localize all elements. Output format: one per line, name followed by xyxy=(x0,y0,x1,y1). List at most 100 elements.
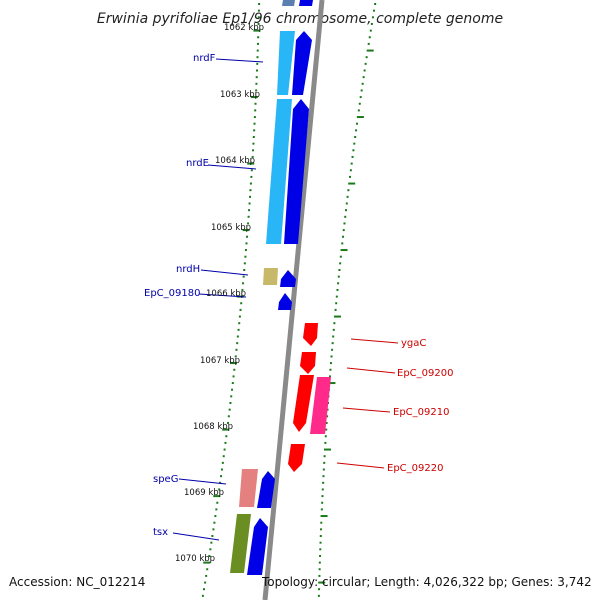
feature-ring-tick xyxy=(354,136,357,138)
gene-label-tsx[interactable]: tsx xyxy=(153,527,168,538)
scale-tick xyxy=(242,275,245,278)
feature-ring-tick xyxy=(346,195,349,198)
scale-labels: 1062 kbp 1063 kbp 1064 kbp 1065 kbp 1066… xyxy=(175,23,264,564)
gene-label-ygaC[interactable]: ygaC xyxy=(401,338,426,349)
gene-block-tsx-cog[interactable] xyxy=(230,514,251,573)
scale-tick xyxy=(209,548,212,551)
major-scale-tick xyxy=(213,495,221,498)
scale-tick xyxy=(242,282,245,285)
feature-ring-tick xyxy=(321,488,324,491)
scale-tick xyxy=(210,541,213,544)
scale-tick xyxy=(256,49,259,52)
scale-label-1065: 1065 kbp xyxy=(211,223,251,233)
scale-tick xyxy=(233,368,236,371)
feature-ring-tick xyxy=(325,421,328,424)
gene-block-EpC_09180-forward[interactable] xyxy=(278,293,292,310)
feature-ring-tick xyxy=(320,515,328,518)
feature-ring-tick xyxy=(332,328,335,331)
feature-ring-tick xyxy=(335,302,338,305)
feature-ring-tick xyxy=(331,348,334,351)
feature-ring-tick xyxy=(353,142,356,145)
gene-label-speG[interactable]: speG xyxy=(153,474,178,485)
feature-ring-tick xyxy=(326,415,329,418)
scale-tick xyxy=(202,588,205,591)
gene-block-partial-top-light[interactable] xyxy=(282,0,295,6)
scale-tick xyxy=(239,308,242,311)
scale-tick xyxy=(236,342,239,345)
feature-ring-tick xyxy=(321,501,324,504)
scale-tick xyxy=(255,89,258,92)
gene-label-EpC_09210[interactable]: EpC_09210 xyxy=(393,407,449,418)
feature-ring-tick xyxy=(319,541,322,544)
label-leader-line xyxy=(172,532,220,541)
gene-block-nrdF-forward[interactable] xyxy=(292,31,312,95)
feature-ring-tick xyxy=(322,468,325,471)
scale-tick xyxy=(257,22,260,25)
feature-ring-tick xyxy=(317,594,320,597)
gene-block-EpC_09210-cog[interactable] xyxy=(310,377,331,434)
scale-tick xyxy=(256,42,259,45)
feature-ring-tick xyxy=(337,282,340,285)
gene-block-ygaC-reverse[interactable] xyxy=(303,323,318,346)
gene-block-speG-cog[interactable] xyxy=(239,469,258,507)
gene-block-EpC_09210-reverse[interactable] xyxy=(293,375,314,432)
label-leader-line xyxy=(215,58,264,63)
feature-ring-tick xyxy=(359,96,362,99)
feature-ring-tick xyxy=(320,508,323,511)
scale-tick xyxy=(206,568,209,571)
scale-label-1064: 1064 kbp xyxy=(215,156,255,166)
scale-tick xyxy=(205,574,208,577)
gene-block-EpC_09200-reverse[interactable] xyxy=(300,352,316,374)
scale-tick xyxy=(252,142,255,145)
gene-label-nrdF[interactable]: nrdF xyxy=(193,53,216,64)
scale-tick xyxy=(244,249,247,252)
gene-label-nrdE[interactable]: nrdE xyxy=(186,158,209,169)
scale-tick xyxy=(243,262,246,265)
scale-tick xyxy=(236,335,239,338)
gene-block-speG-forward[interactable] xyxy=(257,471,275,508)
gene-blocks xyxy=(230,0,331,575)
gene-block-partial-top-forward[interactable] xyxy=(299,0,313,6)
gene-block-tsx-forward[interactable] xyxy=(247,518,268,575)
gene-label-EpC_09220[interactable]: EpC_09220 xyxy=(387,463,443,474)
feature-ring-tick xyxy=(340,249,348,252)
feature-ring-tick xyxy=(339,255,342,258)
scale-tick xyxy=(225,435,228,438)
scale-tick xyxy=(204,581,207,584)
gene-label-EpC_09180[interactable]: EpC_09180 xyxy=(144,288,200,299)
gene-block-nrdH-cog[interactable] xyxy=(263,268,278,285)
feature-ring-tick xyxy=(356,116,364,119)
gene-block-nrdE-forward[interactable] xyxy=(284,99,309,244)
feature-ring-tick xyxy=(336,288,339,291)
feature-ring-tick xyxy=(369,29,372,32)
feature-ring-tick xyxy=(318,568,321,571)
gene-label-nrdH[interactable]: nrdH xyxy=(176,264,200,275)
gene-block-nrdH-forward[interactable] xyxy=(280,270,296,287)
major-scale-tick xyxy=(242,229,250,232)
feature-ring-tick xyxy=(343,222,346,225)
feature-ring-tick xyxy=(324,435,327,438)
major-scale-tick xyxy=(203,561,211,564)
gene-block-EpC_09220-reverse[interactable] xyxy=(288,444,305,472)
scale-tick xyxy=(249,189,252,192)
scale-tick xyxy=(248,202,251,205)
feature-ring-tick xyxy=(335,295,338,298)
feature-ticks xyxy=(317,3,377,597)
scale-ticks xyxy=(201,3,261,597)
label-leader-line xyxy=(178,478,227,485)
gene-label-EpC_09200[interactable]: EpC_09200 xyxy=(397,368,453,379)
scale-label-1062: 1062 kbp xyxy=(224,23,264,33)
scale-tick xyxy=(213,521,216,524)
feature-ring-tick xyxy=(322,481,325,484)
scale-label-1066: 1066 kbp xyxy=(206,289,246,299)
scale-tick xyxy=(227,421,230,424)
scale-tick xyxy=(214,515,217,518)
gene-block-nrdF-cog[interactable] xyxy=(277,31,295,95)
feature-ring-tick xyxy=(366,49,374,52)
feature-ring-tick xyxy=(319,535,322,537)
scale-label-1067: 1067 kbp xyxy=(200,356,240,366)
scale-tick xyxy=(256,62,259,65)
scale-tick xyxy=(250,175,253,178)
gene-block-nrdE-cog[interactable] xyxy=(266,99,292,244)
scale-tick xyxy=(215,508,218,511)
